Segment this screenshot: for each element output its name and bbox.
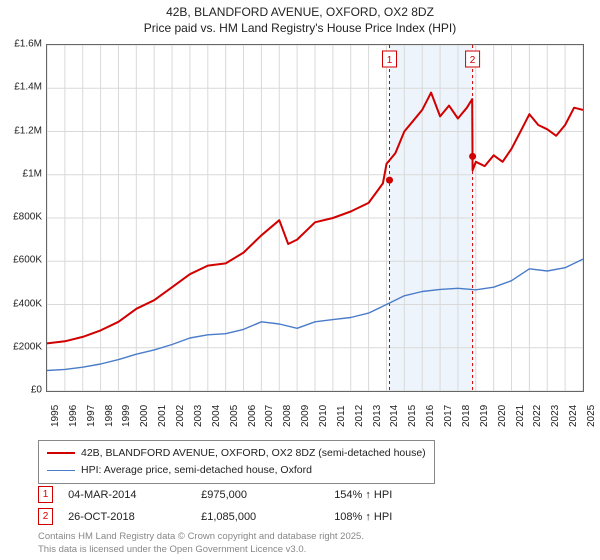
transaction-date-1: 04-MAR-2014 xyxy=(68,489,198,501)
x-tick-label: 2018 xyxy=(461,405,472,427)
y-tick-label: £800K xyxy=(13,212,42,223)
legend-row-1: 42B, BLANDFORD AVENUE, OXFORD, OX2 8DZ (… xyxy=(47,445,426,462)
x-tick-label: 2001 xyxy=(157,405,168,427)
marker-badge-1: 1 xyxy=(38,486,53,503)
x-tick-label: 2014 xyxy=(389,405,400,427)
y-tick-label: £400K xyxy=(13,298,42,309)
x-tick-label: 2009 xyxy=(300,405,311,427)
x-tick-label: 1998 xyxy=(104,405,115,427)
legend-row-2: HPI: Average price, semi-detached house,… xyxy=(47,462,426,479)
x-tick-label: 2011 xyxy=(336,405,347,427)
x-tick-label: 2021 xyxy=(515,405,526,427)
x-tick-label: 2017 xyxy=(443,405,454,427)
x-tick-label: 1997 xyxy=(86,405,97,427)
title-subtitle: Price paid vs. HM Land Registry's House … xyxy=(0,20,600,36)
legend-swatch-blue xyxy=(47,470,75,471)
legend-label-2: HPI: Average price, semi-detached house,… xyxy=(81,464,312,476)
transaction-price-1: £975,000 xyxy=(201,489,331,501)
x-tick-label: 2024 xyxy=(568,405,579,427)
y-tick-label: £1.4M xyxy=(14,82,42,93)
svg-text:2: 2 xyxy=(470,55,476,66)
chart-title: 42B, BLANDFORD AVENUE, OXFORD, OX2 8DZ P… xyxy=(0,0,600,36)
x-tick-label: 2008 xyxy=(282,405,293,427)
x-tick-label: 2019 xyxy=(479,405,490,427)
y-axis-ticks: £0£200K£400K£600K£800K£1M£1.2M£1.4M£1.6M xyxy=(0,44,46,392)
y-tick-label: £0 xyxy=(31,385,42,396)
footnote: Contains HM Land Registry data © Crown c… xyxy=(38,531,364,556)
y-tick-label: £1.2M xyxy=(14,125,42,136)
x-tick-label: 1995 xyxy=(50,405,61,427)
transaction-row-2: 2 26-OCT-2018 £1,085,000 108% ↑ HPI xyxy=(38,508,392,525)
y-tick-label: £1.6M xyxy=(14,39,42,50)
x-tick-label: 2006 xyxy=(247,405,258,427)
chart-svg: 12 xyxy=(47,45,583,391)
footnote-line-2: This data is licensed under the Open Gov… xyxy=(38,544,364,556)
y-tick-label: £1M xyxy=(23,168,42,179)
title-address: 42B, BLANDFORD AVENUE, OXFORD, OX2 8DZ xyxy=(0,4,600,20)
chart-container: 42B, BLANDFORD AVENUE, OXFORD, OX2 8DZ P… xyxy=(0,0,600,560)
transaction-row-1: 1 04-MAR-2014 £975,000 154% ↑ HPI xyxy=(38,486,392,503)
x-tick-label: 2016 xyxy=(425,405,436,427)
marker-badge-2: 2 xyxy=(38,508,53,525)
y-tick-label: £600K xyxy=(13,255,42,266)
legend-label-1: 42B, BLANDFORD AVENUE, OXFORD, OX2 8DZ (… xyxy=(81,447,426,459)
x-tick-label: 1999 xyxy=(121,405,132,427)
legend-swatch-red xyxy=(47,452,75,454)
x-tick-label: 2003 xyxy=(193,405,204,427)
x-tick-label: 2007 xyxy=(264,405,275,427)
x-axis-ticks: 1995 1996 1997 1998 1999 2000 2001 2002 2003 2004… xyxy=(46,395,584,437)
plot-area: 12 xyxy=(46,44,584,392)
x-tick-label: 2015 xyxy=(407,405,418,427)
transaction-date-2: 26-OCT-2018 xyxy=(68,511,198,523)
x-tick-label: 2004 xyxy=(211,405,222,427)
x-tick-label: 2025 xyxy=(586,405,597,427)
x-tick-label: 2013 xyxy=(372,405,383,427)
transaction-delta-2: 108% ↑ HPI xyxy=(334,511,392,523)
x-tick-label: 2002 xyxy=(175,405,186,427)
legend: 42B, BLANDFORD AVENUE, OXFORD, OX2 8DZ (… xyxy=(38,440,435,484)
x-tick-label: 2012 xyxy=(354,405,365,427)
x-tick-label: 1996 xyxy=(68,405,79,427)
x-tick-label: 2000 xyxy=(139,405,150,427)
x-tick-label: 2005 xyxy=(229,405,240,427)
x-tick-label: 2010 xyxy=(318,405,329,427)
x-tick-label: 2020 xyxy=(497,405,508,427)
footnote-line-1: Contains HM Land Registry data © Crown c… xyxy=(38,531,364,543)
transaction-delta-1: 154% ↑ HPI xyxy=(334,489,392,501)
x-tick-label: 2022 xyxy=(532,405,543,427)
svg-text:1: 1 xyxy=(387,55,393,66)
transaction-price-2: £1,085,000 xyxy=(201,511,331,523)
x-tick-label: 2023 xyxy=(550,405,561,427)
y-tick-label: £200K xyxy=(13,341,42,352)
